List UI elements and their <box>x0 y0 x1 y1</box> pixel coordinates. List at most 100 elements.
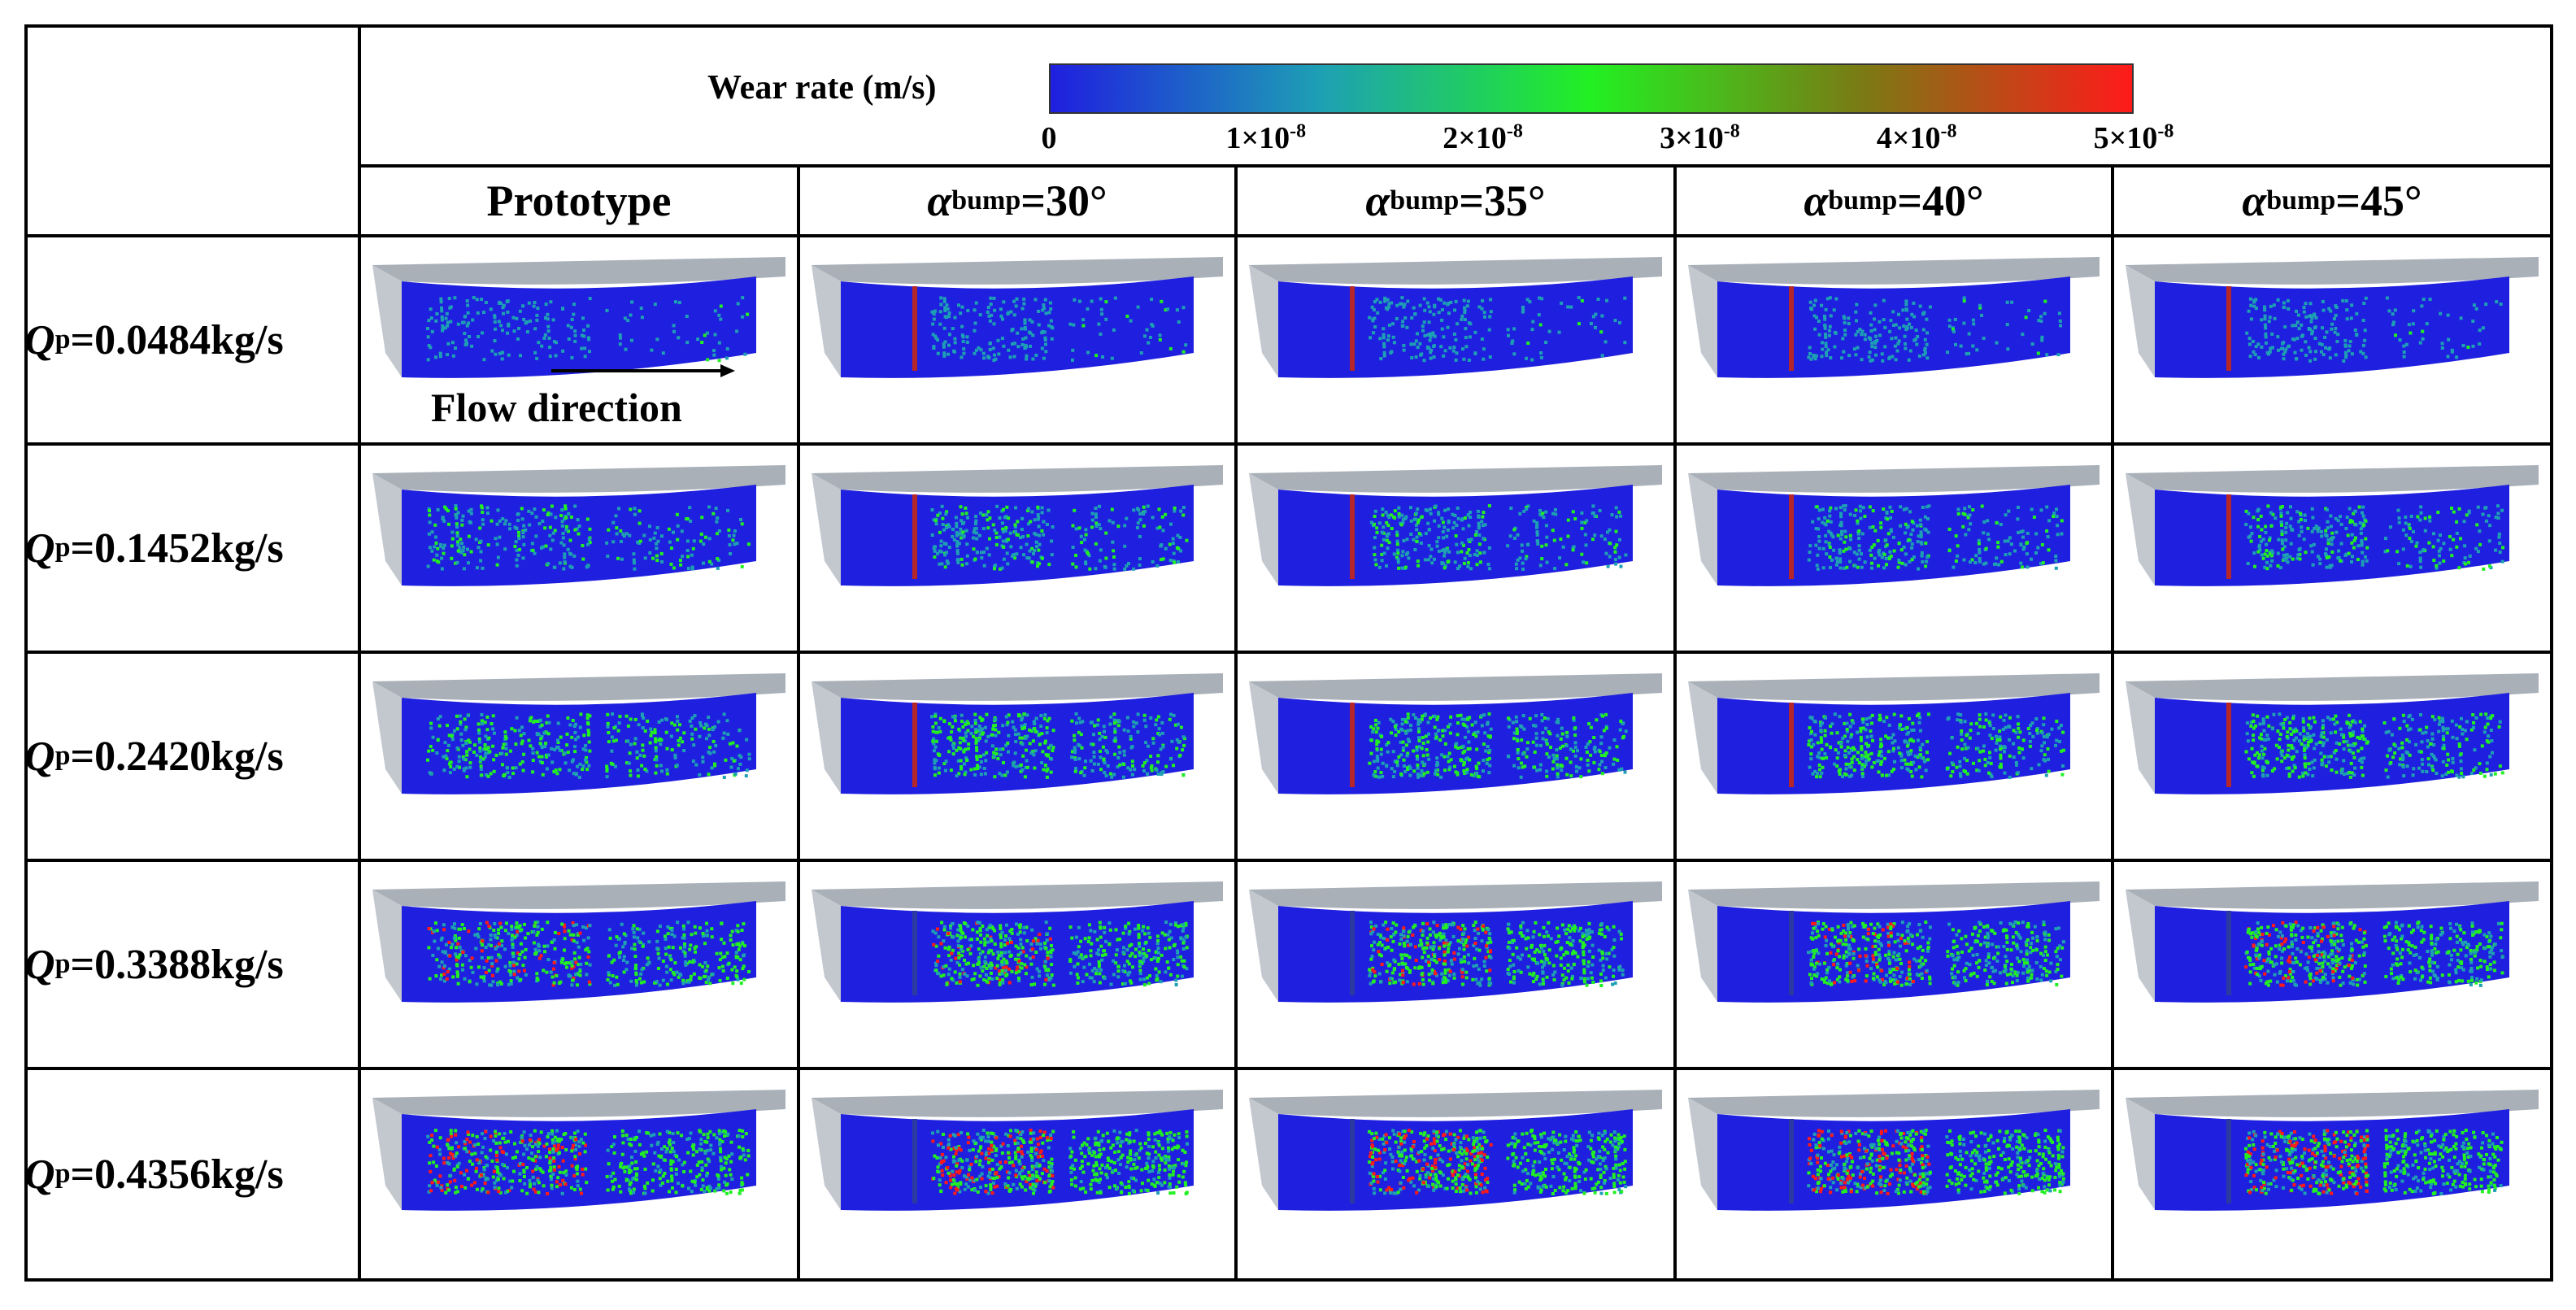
wear-speckle <box>1039 714 1043 717</box>
wear-speckle <box>514 766 518 770</box>
wear-speckle <box>2457 744 2461 748</box>
wear-speckle <box>1870 566 1873 570</box>
wear-speckle <box>1016 331 1020 335</box>
wear-speckle <box>1022 712 1026 716</box>
wear-speckle <box>1429 356 1433 360</box>
wear-speckle <box>1857 557 1861 561</box>
wear-speckle <box>992 296 996 300</box>
wear-speckle <box>2280 533 2284 536</box>
wear-speckle <box>1469 567 1473 571</box>
wear-speckle <box>2312 716 2316 720</box>
wear-speckle <box>509 979 513 983</box>
wear-speckle <box>541 545 545 549</box>
wear-speckle <box>1953 317 1957 321</box>
wear-speckle <box>2307 346 2311 350</box>
wear-speckle <box>1538 512 1543 516</box>
wear-speckle <box>1181 513 1186 517</box>
wear-speckle <box>1441 520 1445 524</box>
wear-speckle <box>1402 348 1406 352</box>
wear-speckle <box>2407 715 2411 719</box>
wear-speckle <box>655 337 659 342</box>
wear-speckle <box>454 561 458 565</box>
wear-speckle <box>1483 315 1486 319</box>
casing-shape <box>1249 257 1662 285</box>
wear-speckle <box>438 355 442 359</box>
wear-speckle <box>721 736 725 740</box>
wear-speckle <box>1866 753 1870 757</box>
wear-speckle <box>1829 520 1833 524</box>
wear-speckle <box>2482 774 2487 778</box>
wear-speckle <box>1959 720 1963 724</box>
wear-speckle <box>942 528 946 532</box>
wear-speckle <box>2404 516 2408 519</box>
wear-speckle <box>2359 350 2363 354</box>
wear-band <box>2155 276 2509 378</box>
wear-speckle <box>2431 768 2435 773</box>
wear-speckle <box>503 522 507 526</box>
wear-speckle <box>1857 761 1861 764</box>
wear-speckle <box>1616 758 1620 762</box>
wear-speckle <box>1825 519 1830 523</box>
wear-speckle <box>1814 354 1818 358</box>
wear-speckle <box>2259 733 2263 737</box>
wear-speckle <box>1103 729 1106 733</box>
wear-speckle <box>1810 729 1813 733</box>
wear-speckle <box>1619 720 1623 723</box>
wear-speckle <box>2043 741 2047 745</box>
wear-speckle <box>556 738 559 742</box>
wear-speckle <box>470 344 474 348</box>
wear-speckle <box>1486 734 1490 738</box>
wear-speckle <box>2055 720 2059 724</box>
wear-speckle <box>1181 350 1186 354</box>
wear-speckle <box>1111 520 1115 524</box>
wear-speckle <box>545 970 549 974</box>
wear-speckle <box>1608 746 1612 750</box>
wear-speckle <box>2350 720 2354 724</box>
wear-speckle <box>2327 555 2331 559</box>
wear-speckle <box>949 768 953 773</box>
wear-speckle <box>959 764 964 768</box>
wear-speckle <box>1540 712 1544 716</box>
wear-speckle <box>1545 560 1549 564</box>
wear-speckle <box>442 768 446 773</box>
wear-speckle <box>728 543 732 546</box>
wear-speckle <box>1592 760 1596 764</box>
wear-speckle <box>1906 750 1910 754</box>
wear-speckle <box>2045 505 2049 509</box>
wear-speckle <box>450 942 455 947</box>
wear-speckle <box>572 312 576 316</box>
bump-marker <box>912 703 917 787</box>
wear-speckle <box>1861 717 1865 721</box>
wear-speckle <box>1033 532 1037 536</box>
wear-speckle <box>2291 337 2295 341</box>
wear-speckle <box>1477 514 1481 518</box>
wear-speckle <box>564 507 568 511</box>
wear-speckle <box>1592 747 1596 751</box>
wear-speckle <box>568 961 572 965</box>
wear-speckle <box>2420 304 2424 308</box>
wear-speckle <box>1142 768 1146 773</box>
wear-speckle <box>1436 715 1440 719</box>
wear-speckle <box>2035 729 2039 732</box>
wear-speckle <box>1887 557 1891 560</box>
wear-speckle <box>1160 773 1164 777</box>
wear-speckle <box>2291 730 2295 734</box>
wear-speckle <box>1859 735 1863 739</box>
wear-speckle <box>455 534 459 537</box>
wear-speckle <box>1569 774 1573 778</box>
wear-speckle <box>1587 769 1591 773</box>
wear-speckle <box>2003 771 2007 775</box>
wear-speckle <box>991 727 995 731</box>
wear-speckle <box>2292 764 2296 768</box>
wear-speckle <box>1537 313 1541 317</box>
wear-speckle <box>1558 556 1562 560</box>
wear-speckle <box>2043 759 2047 763</box>
wear-speckle <box>2248 355 2252 359</box>
wear-speckle <box>1823 733 1827 738</box>
wear-speckle <box>2246 739 2250 743</box>
wear-speckle <box>2299 518 2303 521</box>
wear-speckle <box>2269 524 2274 528</box>
alpha-value: =40° <box>1897 176 1984 225</box>
wear-speckle <box>633 507 637 511</box>
wear-speckle <box>1873 317 1876 321</box>
